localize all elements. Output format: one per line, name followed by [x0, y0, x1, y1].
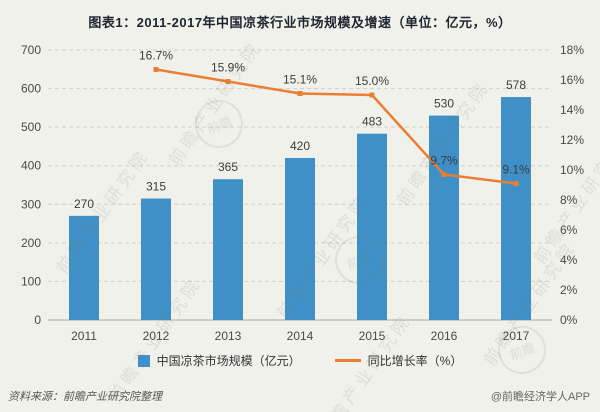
y-axis-left-tick: 200	[21, 236, 41, 250]
y-axis-left-tick: 300	[21, 197, 41, 211]
y-axis-right-tick: 2%	[560, 283, 578, 297]
line-marker	[369, 92, 375, 98]
bar-value-label: 578	[506, 78, 526, 92]
bar-value-label: 420	[290, 139, 310, 153]
bar-value-label: 365	[218, 160, 238, 174]
bar-value-label: 270	[74, 197, 94, 211]
y-axis-left-tick: 400	[21, 159, 41, 173]
y-axis-right-tick: 10%	[560, 163, 584, 177]
bar	[69, 215, 99, 320]
legend-line-swatch	[334, 359, 361, 362]
bar	[357, 133, 387, 320]
credit-note: @前瞻经济学人APP	[490, 391, 590, 403]
y-axis-left-tick: 600	[21, 82, 41, 96]
line-marker	[513, 181, 519, 186]
y-axis-right-tick: 16%	[560, 73, 584, 87]
y-axis-left-tick: 0	[34, 313, 41, 327]
x-axis-label: 2012	[143, 329, 170, 343]
y-axis-left-tick: 100	[21, 274, 41, 288]
chart-area: 0 100 200 300 400 500 600 700 0% 2% 4% 6% 8% 10% 12% 14…	[0, 38, 600, 412]
bar	[429, 115, 459, 320]
line-marker	[297, 91, 303, 96]
chart-plot: 0 100 200 300 400 500 600 700 0% 2% 4% 6% 8% 10% 12% 14…	[21, 43, 584, 343]
bar	[285, 158, 315, 320]
x-axis-label: 2016	[431, 329, 458, 343]
x-axis-label: 2011	[71, 329, 97, 343]
x-axis-label: 2015	[359, 329, 386, 343]
y-axis-left-tick: 700	[21, 43, 41, 57]
bar-value-label: 315	[146, 180, 166, 194]
y-axis-right-tick: 4%	[560, 253, 578, 267]
legend-label: 同比增长率（%）	[367, 354, 463, 368]
line-value-label: 16.7%	[139, 49, 173, 63]
legend-label: 中国凉茶市场规模（亿元）	[156, 354, 301, 368]
legend-bar-swatch	[137, 354, 150, 367]
bar	[501, 97, 531, 320]
source-note: 资料来源：前瞻产业研究院整理	[8, 391, 162, 403]
line-value-label: 9.7%	[430, 154, 458, 168]
y-axis-right-tick: 12%	[560, 133, 584, 147]
line-marker	[441, 172, 447, 177]
y-axis-right-tick: 14%	[560, 103, 584, 117]
y-axis-right-tick: 0%	[560, 313, 578, 327]
bar-value-label: 530	[434, 97, 454, 111]
y-axis-right-tick: 8%	[560, 193, 578, 207]
line-value-label: 15.9%	[211, 61, 245, 75]
growth-line	[155, 68, 517, 185]
line-value-label: 9.1%	[502, 163, 530, 177]
line-marker	[153, 67, 159, 72]
chart-legend: 中国凉茶市场规模（亿元） 同比增长率（%）	[0, 352, 600, 369]
x-axis-label: 2014	[287, 329, 314, 343]
bar-value-label: 483	[362, 115, 382, 129]
line-marker	[225, 79, 231, 84]
bar	[213, 179, 243, 320]
y-axis-right-tick: 6%	[560, 223, 578, 237]
x-axis-label: 2017	[503, 329, 530, 343]
legend-item: 同比增长率（%）	[334, 352, 463, 369]
y-axis-right-tick: 18%	[560, 43, 584, 57]
line-value-label: 15.0%	[355, 74, 389, 88]
chart-title: 图表1：2011-2017年中国凉茶行业市场规模及增速（单位：亿元，%）	[88, 15, 512, 30]
legend-item: 中国凉茶市场规模（亿元）	[137, 352, 301, 369]
x-axis-label: 2013	[215, 329, 242, 343]
bar	[141, 198, 171, 320]
y-axis-left-tick: 500	[21, 120, 41, 134]
line-value-label: 15.1%	[283, 73, 317, 87]
